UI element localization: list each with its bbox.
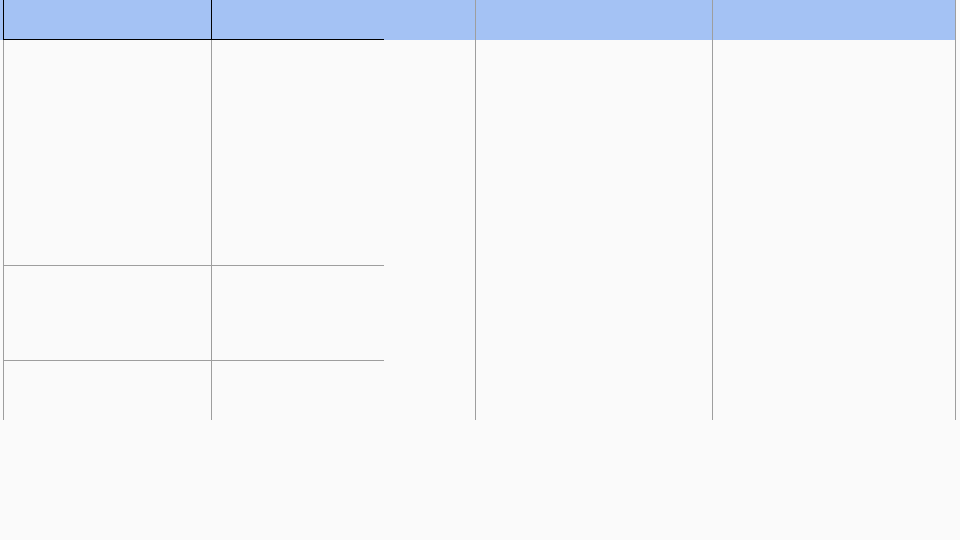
table-cell[interactable] — [4, 40, 211, 265]
column-header-1[interactable] — [4, 0, 211, 40]
column-divider — [955, 0, 956, 40]
column-divider — [712, 40, 713, 420]
column-header-3[interactable] — [476, 0, 712, 40]
column-divider — [475, 40, 476, 420]
row-divider — [3, 360, 384, 361]
table-cell[interactable] — [4, 361, 211, 420]
table-cell[interactable] — [212, 361, 384, 420]
merged-cell[interactable] — [476, 40, 712, 420]
column-divider — [211, 0, 212, 40]
merged-cell[interactable] — [713, 40, 955, 420]
table-cell[interactable] — [212, 266, 384, 360]
table-header-row — [0, 0, 956, 40]
header-bottom-border — [3, 39, 384, 40]
column-divider — [3, 40, 4, 420]
column-header-4[interactable] — [713, 0, 955, 40]
column-divider — [955, 40, 956, 420]
merged-cell[interactable] — [384, 40, 475, 420]
table-cell[interactable] — [212, 40, 384, 265]
column-divider — [211, 40, 212, 420]
column-header-2[interactable] — [212, 0, 475, 40]
row-divider — [3, 265, 384, 266]
column-divider — [475, 0, 476, 40]
table-cell[interactable] — [4, 266, 211, 360]
column-divider — [712, 0, 713, 40]
column-divider — [3, 0, 4, 40]
